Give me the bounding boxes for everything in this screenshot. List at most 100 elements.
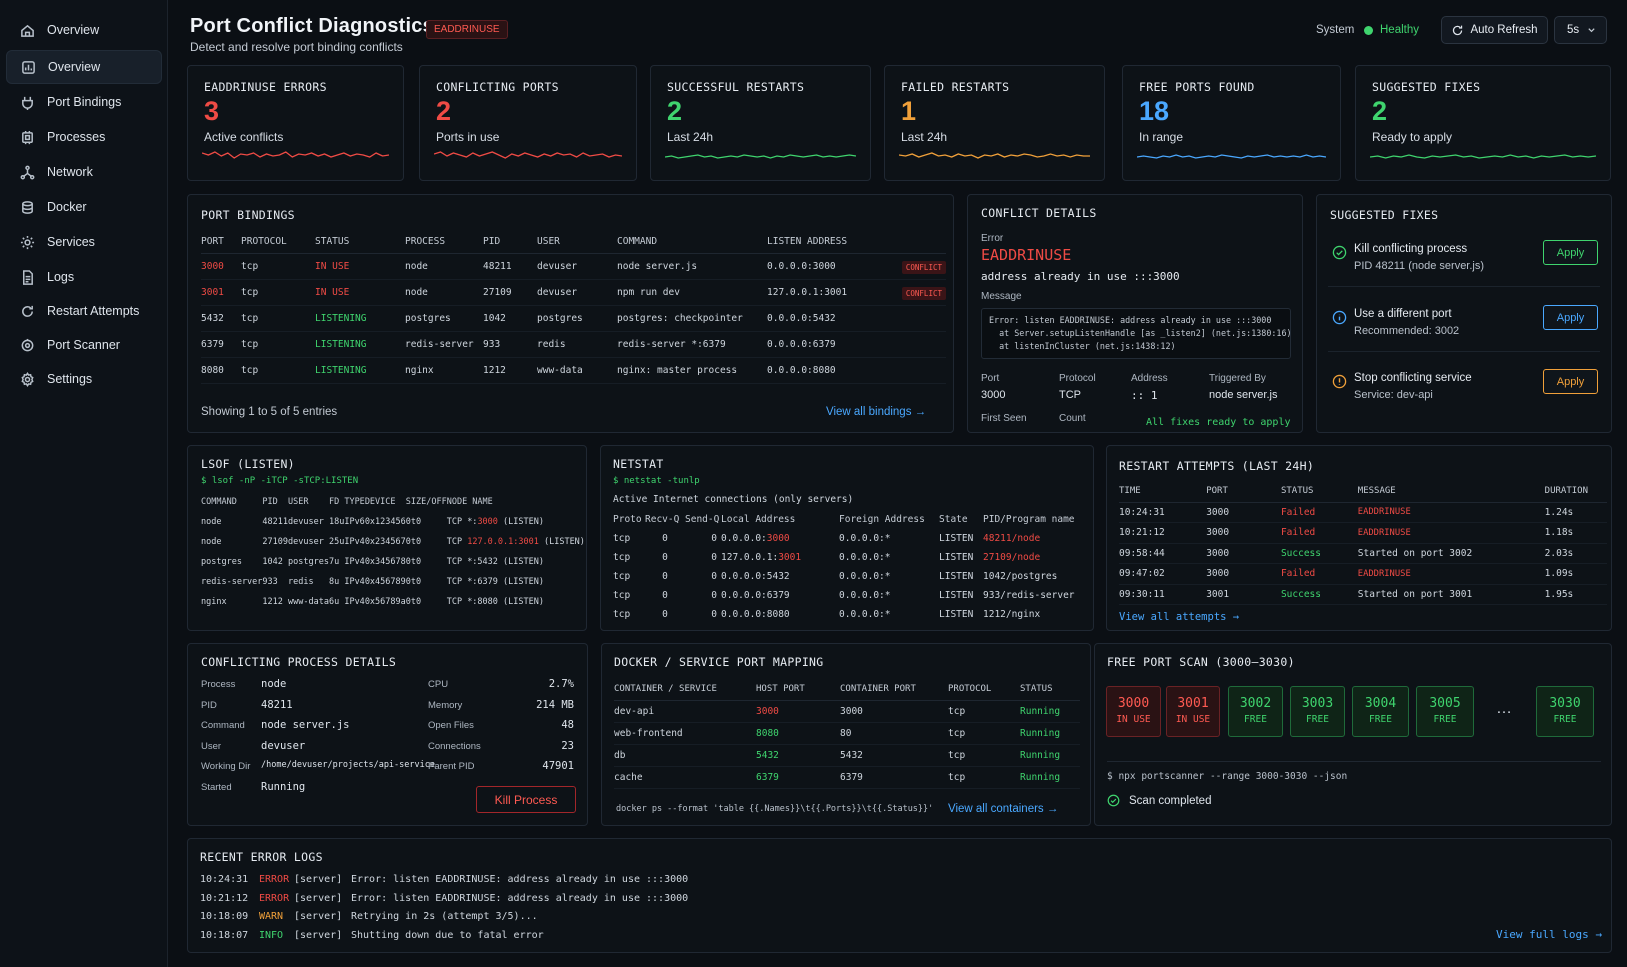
table-header-row: COMMAND PID USER FD TYPE DEVICE SIZE/OFF NODE N… — [201, 492, 585, 512]
message-label: Message — [981, 291, 1022, 302]
table-row[interactable]: 8080 tcp LISTENING nginx 1212 www-data nginx: … — [201, 357, 946, 384]
field-label: Working Dir — [201, 761, 251, 772]
lsof-command: $ lsof -nP -iTCP -sTCP:LISTEN — [201, 476, 359, 486]
port-box-3003[interactable]: 3003 FREE — [1290, 686, 1345, 737]
fix-title: Use a different port — [1354, 308, 1452, 320]
field-value: /home/devuser/projects/api-service — [261, 760, 435, 770]
cell-proto: tcp — [613, 590, 631, 601]
port-number: 3004 — [1364, 696, 1397, 711]
port-box-3000[interactable]: 3000 IN USE — [1106, 686, 1161, 737]
log-source: [server] — [294, 892, 343, 904]
column-header: PID — [483, 231, 537, 254]
port-number: 3003 — [1301, 696, 1334, 711]
apply-fix-button[interactable]: Apply — [1543, 240, 1598, 265]
cell-program: 48211/node — [983, 533, 1041, 544]
cell-user: redis — [288, 577, 314, 587]
sidebar-item-overview[interactable]: Overview — [6, 13, 162, 47]
cell-command: nginx: master process — [617, 357, 767, 384]
table-row: postgres 1042 postgres 7u IPv4 0x345678 0t0 TCP… — [201, 552, 585, 572]
cell-device: 0x123456 — [364, 517, 406, 527]
apply-fix-button[interactable]: Apply — [1543, 369, 1598, 394]
cell-tag: CONFLICT — [870, 253, 946, 280]
local-prefix: 0.0.0.0:5432 — [721, 571, 790, 582]
local-port: 3001 — [778, 552, 802, 563]
local-prefix: 127.0.0.1: — [721, 552, 779, 563]
port-box-3005[interactable]: 3005 FREE — [1416, 686, 1474, 737]
table-row[interactable]: 5432 tcp LISTENING postgres 1042 postgres post… — [201, 305, 946, 332]
cell-cmd: redis-server — [201, 577, 263, 587]
cell-protocol: tcp — [948, 744, 1020, 767]
field-value: 23 — [561, 739, 574, 752]
view-all-attempts-link[interactable]: View all attempts → — [1119, 611, 1240, 623]
cell-process: node — [405, 253, 483, 280]
view-full-logs-link[interactable]: View full logs → — [1496, 928, 1602, 941]
sidebar-item-port-bindings[interactable]: Port Bindings — [6, 85, 162, 119]
table-row[interactable]: 3000 tcp IN USE node 48211 devuser node server… — [201, 253, 946, 280]
field-label: Started — [201, 781, 232, 793]
port-box-3002[interactable]: 3002 FREE — [1228, 686, 1283, 737]
home-icon — [21, 24, 34, 37]
field-label: Parent PID — [428, 761, 475, 772]
netstat-command: $ netstat -tunlp — [613, 476, 700, 486]
cell-time: 10:24:31 — [1119, 502, 1207, 523]
cell-size: 0t0 — [405, 557, 422, 567]
cell-name: dev-api — [614, 700, 756, 723]
sparkline — [665, 154, 856, 159]
sidebar-item-services[interactable]: Services — [6, 225, 162, 259]
netstat-subtitle: Active Internet connections (only server… — [613, 494, 854, 505]
port-box-3001[interactable]: 3001 IN USE — [1166, 686, 1220, 737]
cell-command: npm run dev — [617, 279, 767, 306]
port-state: FREE — [1369, 714, 1392, 725]
cell-address: 127.0.0.1:3001 — [767, 279, 870, 306]
sidebar-item-network[interactable]: Network — [6, 155, 162, 189]
cell-protocol: tcp — [241, 331, 315, 358]
sidebar: Overview Overview Port Bindings Processes Ne… — [0, 0, 168, 967]
cell-status: Failed — [1280, 502, 1358, 523]
column-header: CONTAINER / SERVICE — [614, 678, 756, 701]
view-all-containers-link[interactable]: View all containers → — [948, 803, 1059, 815]
cell-fd: 25u — [328, 537, 345, 547]
field-label: Open Files — [428, 720, 474, 731]
bindings-footer: Showing 1 to 5 of 5 entries — [201, 406, 338, 418]
cell-local-address: 127.0.0.1:3001 — [721, 548, 839, 567]
column-header: PORT — [201, 231, 241, 254]
apply-fix-button[interactable]: Apply — [1543, 305, 1598, 330]
sidebar-item-port-scanner[interactable]: Port Scanner — [6, 328, 162, 362]
cell-protocol: tcp — [948, 722, 1020, 745]
cell-cmd: node — [201, 517, 222, 527]
refresh-icon — [1453, 25, 1463, 35]
sidebar-item-logs[interactable]: Logs — [6, 260, 162, 294]
port-state: IN USE — [1175, 714, 1211, 725]
node-name-prefix: TCP *:6379 — [446, 577, 498, 587]
cell-address: 0.0.0.0:3000 — [767, 253, 870, 280]
sidebar-item-restart-attempts[interactable]: Restart Attempts — [6, 294, 162, 328]
cell-status: Failed — [1280, 563, 1358, 585]
auto-refresh-button[interactable]: Auto Refresh — [1441, 16, 1548, 44]
table-row: tcp 0 0 0.0.0.0:8080 0.0.0.0:* LISTEN 1212/ngi… — [613, 605, 1089, 624]
cell-host: 8080 — [756, 722, 840, 745]
fix-divider — [1328, 286, 1600, 287]
cell-size: 0t0 — [405, 537, 422, 547]
port-state: IN USE — [1116, 714, 1151, 725]
sidebar-item-settings[interactable]: Settings — [6, 362, 162, 396]
cell-duration: 1.09s — [1544, 563, 1607, 585]
column-header: STATUS — [1280, 480, 1358, 503]
column-header: Foreign Address — [839, 513, 925, 525]
sidebar-item-docker[interactable]: Docker — [6, 190, 162, 224]
cell-user: www-data — [537, 357, 617, 384]
cell-pid: 1212 — [483, 357, 537, 384]
interval-select[interactable]: 5s — [1554, 16, 1607, 44]
cell-state: LISTEN — [939, 590, 974, 601]
table-row[interactable]: 3001 tcp IN USE node 27109 devuser npm run dev… — [201, 279, 946, 306]
port-box-3030[interactable]: 3030 FREE — [1536, 686, 1594, 737]
port-box-3004[interactable]: 3004 FREE — [1352, 686, 1409, 737]
kill-process-button[interactable]: Kill Process — [476, 786, 576, 813]
sidebar-item-overview[interactable]: Overview — [6, 50, 162, 84]
sidebar-item-processes[interactable]: Processes — [6, 120, 162, 154]
log-level: INFO — [259, 929, 284, 941]
table-row[interactable]: 6379 tcp LISTENING redis-server 933 redis redi… — [201, 331, 946, 358]
first-seen-label: First Seen — [981, 413, 1027, 424]
docker-mapping-title: DOCKER / SERVICE PORT MAPPING — [614, 655, 824, 669]
cell-tag — [870, 305, 946, 332]
view-all-bindings-link[interactable]: View all bindings → — [826, 406, 927, 418]
